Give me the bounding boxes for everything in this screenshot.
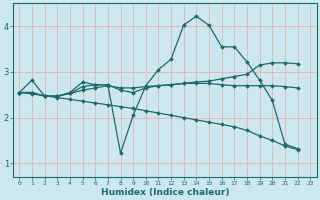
X-axis label: Humidex (Indice chaleur): Humidex (Indice chaleur): [100, 188, 229, 197]
